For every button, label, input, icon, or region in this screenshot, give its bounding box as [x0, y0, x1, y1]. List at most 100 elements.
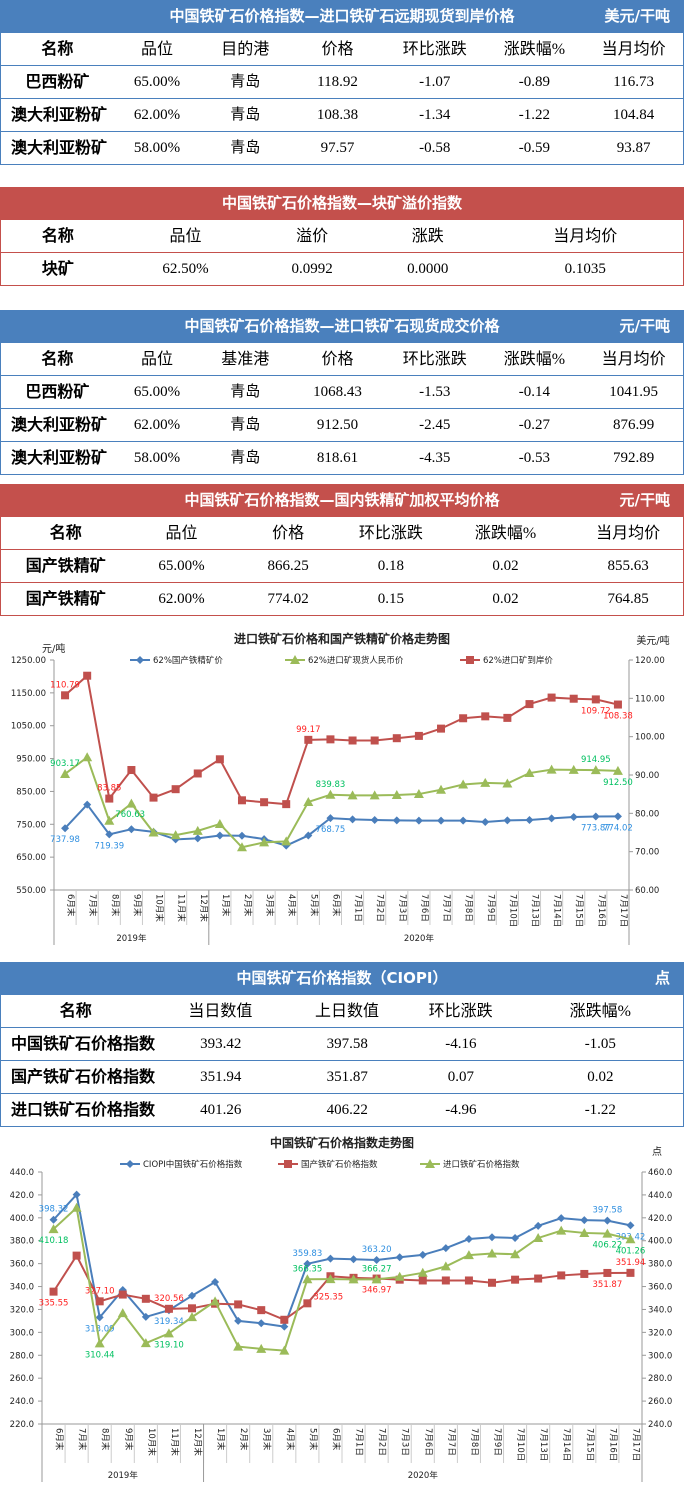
data-point — [464, 1276, 473, 1285]
data-point — [164, 1304, 173, 1313]
y2-tick-label: 70.00 — [635, 848, 659, 858]
x-tick-label: 1月末 — [215, 1428, 226, 1451]
y2-tick-label: 440.0 — [648, 1191, 672, 1201]
table-header-row: 名称 当日数值 上日数值 环比涨跌 涨跌幅% — [0, 995, 684, 1028]
data-point — [480, 777, 491, 787]
year-label: 2020年 — [404, 933, 435, 944]
data-point — [510, 1249, 521, 1259]
column-header: 品位 — [141, 41, 174, 58]
data-point — [141, 1294, 150, 1303]
x-tick-label: 7月6日 — [423, 1428, 433, 1456]
data-point — [613, 812, 622, 821]
x-tick-label: 7月6日 — [419, 894, 429, 922]
x-tick-label: 7月1日 — [353, 894, 363, 922]
column-header: 上日数值 — [314, 1003, 379, 1020]
data-point — [104, 815, 115, 825]
right-axis-unit: 美元/吨 — [636, 634, 669, 647]
data-point — [256, 1343, 267, 1353]
legend-marker-icon — [290, 655, 300, 664]
column-header: 名称 — [49, 525, 82, 542]
data-point — [524, 768, 535, 778]
data-point — [441, 1276, 450, 1285]
x-tick-label: 11月末 — [176, 894, 187, 922]
table-cell: 青岛 — [230, 450, 261, 466]
table-cell: 118.92 — [317, 74, 358, 90]
x-tick-label: 1月末 — [220, 894, 231, 917]
column-header: 名称 — [41, 351, 74, 368]
data-point — [215, 755, 224, 764]
data-point — [127, 825, 136, 834]
y2-tick-label: 400.0 — [648, 1237, 672, 1247]
data-point — [95, 1297, 104, 1306]
table-row: 进口铁矿石价格指数 401.26 406.22 -4.96 -1.22 — [0, 1094, 684, 1127]
column-header: 当月均价 — [601, 41, 666, 58]
table-4: 中国铁矿石价格指数—国内铁精矿加权平均价格 元/干吨 名称 品位 价格 环比涨跌 涨跌幅% 当… — [0, 484, 684, 616]
column-header: 价格 — [321, 351, 354, 368]
y-tick-label: 1050.00 — [11, 722, 46, 732]
data-label: 83.85 — [97, 784, 121, 794]
table-cell: 65.00% — [133, 384, 181, 400]
legend-marker-icon — [126, 1160, 134, 1168]
data-point — [193, 834, 202, 843]
table-2: 中国铁矿石价格指数—块矿溢价指数 名称 品位 溢价 涨跌 当月均价 块矿 62.50% 0.09… — [0, 187, 684, 286]
table-cell: 青岛 — [230, 74, 261, 90]
y-tick-label: 380.0 — [10, 1237, 34, 1247]
table-cell: 62.50% — [162, 261, 209, 277]
x-tick-label: 7月17日 — [618, 894, 628, 927]
y2-tick-label: 110.00 — [635, 694, 665, 704]
x-tick-label: 6月末 — [330, 894, 341, 917]
x-tick-label: 7月15日 — [574, 894, 584, 927]
x-tick-label: 5月末 — [307, 1428, 318, 1451]
data-point — [193, 769, 202, 778]
table-cell: -0.58 — [419, 140, 451, 156]
table-cell: 108.38 — [316, 107, 359, 123]
table-title: 中国铁矿石价格指数（CIOPI） — [236, 969, 448, 987]
table-header-row: 名称 品位 基准港 价格 环比涨跌 涨跌幅% 当月均价 — [0, 343, 684, 376]
column-header: 涨跌 — [411, 228, 444, 245]
table-cell: 818.61 — [316, 450, 359, 466]
table-cell: -0.89 — [518, 74, 551, 90]
data-point — [348, 1274, 359, 1284]
data-point — [83, 800, 92, 809]
table-cell: 巴西粉矿 — [25, 384, 90, 401]
data-point — [418, 1250, 427, 1259]
y-tick-label: 260.0 — [10, 1374, 34, 1384]
data-point — [326, 814, 335, 823]
x-tick-label: 8月末 — [100, 1428, 111, 1451]
data-point — [214, 818, 225, 828]
data-point — [83, 671, 92, 680]
data-point — [369, 790, 380, 800]
year-label: 2020年 — [408, 1470, 439, 1481]
x-tick-label: 7月9日 — [492, 1428, 502, 1456]
y-tick-label: 340.0 — [10, 1283, 34, 1293]
legend-label: CIOPI中国铁矿石价格指数 — [143, 1159, 243, 1170]
table-title-bar: 中国铁矿石价格指数—国内铁精矿加权平均价格 元/干吨 — [0, 484, 684, 517]
x-tick-label: 7月末 — [87, 894, 98, 917]
table-cell: 876.99 — [613, 417, 655, 433]
data-point — [459, 714, 468, 723]
column-header: 涨跌幅% — [503, 41, 566, 58]
y-tick-label: 1150.00 — [11, 689, 46, 699]
y2-tick-label: 90.00 — [635, 771, 659, 781]
table-3: 中国铁矿石价格指数—进口铁矿石现货成交价格 元/干吨 名称 品位 基准港 价格 环比涨跌 涨跌… — [0, 310, 684, 475]
x-tick-label: 7月10日 — [515, 1428, 525, 1461]
y2-tick-label: 100.00 — [635, 733, 665, 743]
x-tick-label: 2月末 — [238, 1428, 249, 1451]
x-tick-label: 5月末 — [308, 894, 319, 917]
y2-tick-label: 360.0 — [648, 1283, 672, 1293]
y2-tick-label: 80.00 — [635, 809, 659, 819]
x-tick-label: 8月末 — [109, 894, 120, 917]
table-row: 巴西粉矿 65.00% 青岛 1068.43 -1.53 -0.14 1041.95 — [0, 376, 684, 409]
x-tick-label: 7月2日 — [377, 1428, 387, 1456]
data-point — [602, 1228, 613, 1238]
y-tick-label: 850.00 — [16, 787, 46, 797]
data-point — [234, 1316, 243, 1325]
data-point — [525, 700, 534, 709]
data-point — [49, 1287, 58, 1296]
table-cell: 58.00% — [133, 450, 181, 466]
data-point — [349, 1255, 358, 1264]
table-cell: 855.63 — [607, 558, 649, 574]
column-header: 名称 — [41, 228, 74, 245]
data-point — [348, 815, 357, 824]
data-point — [488, 1233, 496, 1242]
